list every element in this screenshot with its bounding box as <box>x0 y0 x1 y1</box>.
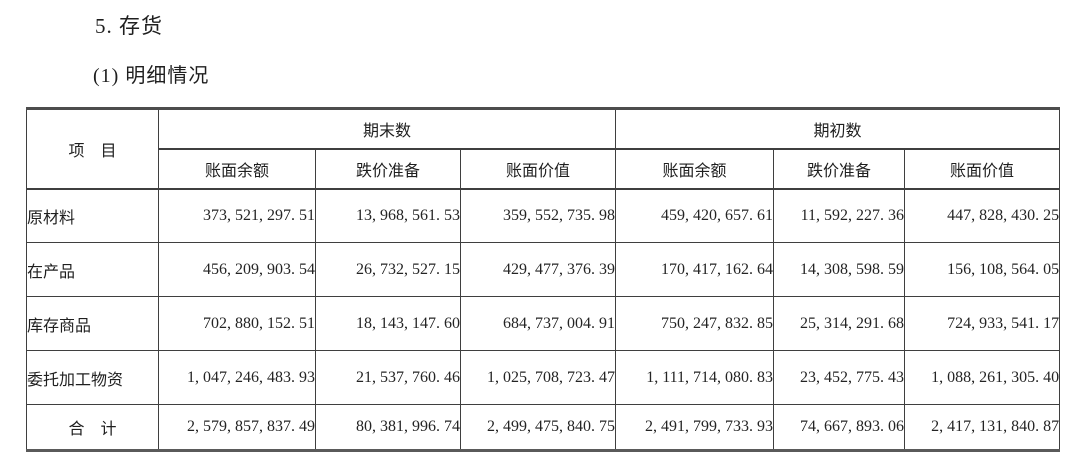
cell-value: 429, 477, 376. 39 <box>459 242 617 297</box>
column-header-book-balance-begin: 账面余额 <box>615 148 775 190</box>
cell-value: 11, 592, 227. 36 <box>773 188 906 243</box>
cell-value: 1, 025, 708, 723. 47 <box>459 350 617 405</box>
table-row: 合 计 2, 579, 857, 837. 49 80, 381, 996. 74 2… <box>26 404 1061 451</box>
cell-value: 2, 417, 131, 840. 87 <box>904 404 1061 451</box>
cell-value: 21, 537, 760. 46 <box>315 350 461 405</box>
table-row: 委托加工物资 1, 047, 246, 483. 93 21, 537, 760. … <box>26 350 1061 405</box>
table-header: 项 目 期末数 期初数 账面余额 跌价准备 账面价值 账面余额 跌价准备 账面价… <box>26 108 1061 190</box>
cell-value: 359, 552, 735. 98 <box>459 188 617 243</box>
row-label: 原材料 <box>26 188 159 243</box>
table-row: 原材料 373, 521, 297. 51 13, 968, 561. 53 359,… <box>26 188 1061 243</box>
column-header-decline-provision-begin: 跌价准备 <box>773 148 906 190</box>
column-header-decline-provision-end: 跌价准备 <box>315 148 461 190</box>
column-header-book-value-end: 账面价值 <box>459 148 617 190</box>
cell-value: 18, 143, 147. 60 <box>315 296 461 351</box>
cell-value: 2, 579, 857, 837. 49 <box>158 404 316 451</box>
table-row: 在产品 456, 209, 903. 54 26, 732, 527. 15 429,… <box>26 242 1061 297</box>
cell-value: 456, 209, 903. 54 <box>158 242 316 297</box>
cell-value: 2, 491, 799, 733. 93 <box>615 404 775 451</box>
cell-value: 750, 247, 832. 85 <box>615 296 775 351</box>
cell-value: 170, 417, 162. 64 <box>615 242 775 297</box>
cell-value: 1, 088, 261, 305. 40 <box>904 350 1061 405</box>
row-label: 委托加工物资 <box>26 350 159 405</box>
inventory-table-body: 原材料 373, 521, 297. 51 13, 968, 561. 53 359,… <box>26 188 1061 451</box>
cell-value: 702, 880, 152. 51 <box>158 296 316 351</box>
cell-value: 156, 108, 564. 05 <box>904 242 1061 297</box>
table-row: 库存商品 702, 880, 152. 51 18, 143, 147. 60 684… <box>26 296 1061 351</box>
column-header-book-balance-end: 账面余额 <box>158 148 316 190</box>
cell-value: 23, 452, 775. 43 <box>773 350 906 405</box>
column-group-period-begin: 期初数 <box>615 108 1061 150</box>
cell-value: 373, 521, 297. 51 <box>158 188 316 243</box>
column-header-item: 项 目 <box>26 108 159 190</box>
subsection-heading: (1) 明细情况 <box>93 65 210 87</box>
cell-value: 25, 314, 291. 68 <box>773 296 906 351</box>
cell-value: 14, 308, 598. 59 <box>773 242 906 297</box>
cell-value: 26, 732, 527. 15 <box>315 242 461 297</box>
cell-value: 724, 933, 541. 17 <box>904 296 1061 351</box>
cell-value: 13, 968, 561. 53 <box>315 188 461 243</box>
cell-value: 684, 737, 004. 91 <box>459 296 617 351</box>
table-header-row-groups: 项 目 期末数 期初数 <box>26 108 1061 190</box>
cell-value: 1, 047, 246, 483. 93 <box>158 350 316 405</box>
cell-value: 80, 381, 996. 74 <box>315 404 461 451</box>
cell-value: 447, 828, 430. 25 <box>904 188 1061 243</box>
cell-value: 2, 499, 475, 840. 75 <box>459 404 617 451</box>
row-label: 在产品 <box>26 242 159 297</box>
inventory-detail-table: 项 目 期末数 期初数 账面余额 跌价准备 账面价值 账面余额 跌价准备 账面价… <box>26 107 1061 452</box>
column-header-book-value-begin: 账面价值 <box>904 148 1061 190</box>
cell-value: 1, 111, 714, 080. 83 <box>615 350 775 405</box>
cell-value: 74, 667, 893. 06 <box>773 404 906 451</box>
cell-value: 459, 420, 657. 61 <box>615 188 775 243</box>
section-heading: 5. 存货 <box>95 14 163 38</box>
table-header-row-subcolumns: 账面余额 跌价准备 账面价值 账面余额 跌价准备 账面价值 <box>27 148 1061 190</box>
row-label: 库存商品 <box>26 296 159 351</box>
column-group-period-end: 期末数 <box>157 108 617 150</box>
row-label: 合 计 <box>26 404 159 451</box>
